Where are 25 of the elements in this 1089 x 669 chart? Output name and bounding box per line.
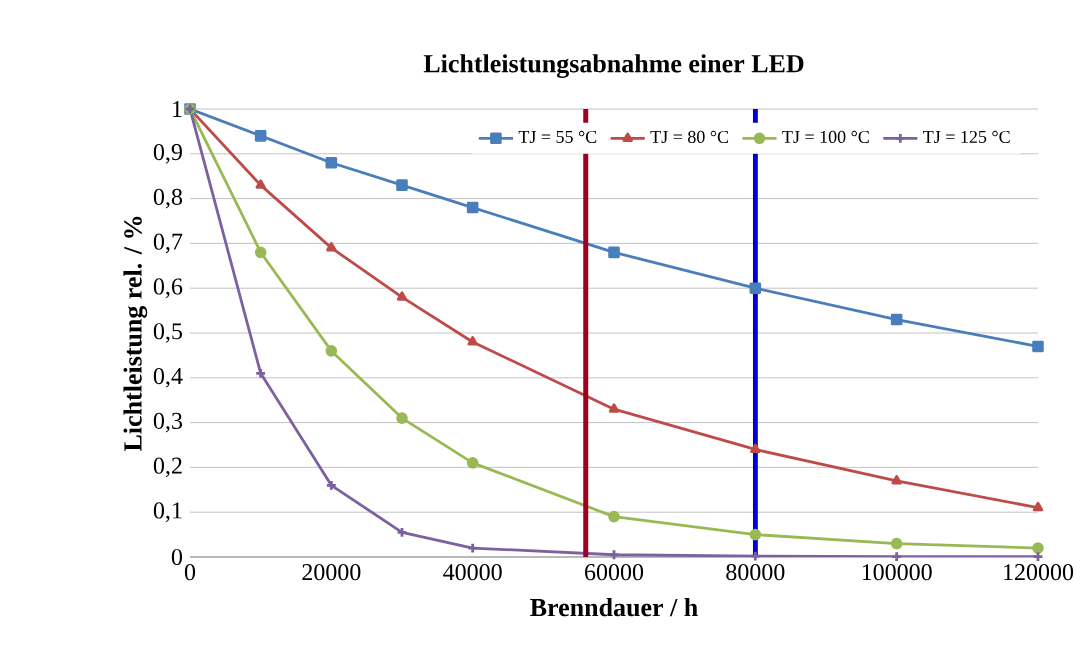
y-tick-label: 0 — [171, 548, 183, 566]
y-tick-label: 0,1 — [153, 502, 182, 523]
y-tick-label: 0,4 — [153, 367, 183, 388]
x-tick-label: 40000 — [443, 564, 502, 581]
y-tick-label: 0,8 — [153, 188, 183, 209]
y-tick-label: 1 — [173, 101, 182, 117]
x-axis-title: Brenndauer / h — [530, 597, 698, 617]
y-tick-label: 0,5 — [153, 323, 183, 343]
y-tick-label: 0,7 — [153, 233, 183, 254]
y-tick-label: 0,6 — [153, 278, 183, 299]
legend-label: TJ = 80 °C — [650, 130, 729, 143]
chart-title: Lichtleistungsabnahme einer LED — [423, 54, 804, 78]
x-tick-label: 20000 — [302, 564, 361, 581]
x-tick-label: 120000 — [1004, 564, 1074, 581]
x-tick-label: 0 — [184, 564, 196, 581]
y-tick-label: 0,3 — [153, 412, 183, 433]
y-tick-label: 0,9 — [153, 143, 182, 164]
x-tick-label: 60000 — [585, 564, 644, 581]
y-axis-title: Lichtleistung rel. / % — [123, 216, 148, 452]
x-tick-label: 100000 — [862, 564, 932, 581]
x-tick-label: 80000 — [726, 564, 785, 581]
legend-label: TJ = 100 °C — [782, 130, 869, 143]
legend-label: TJ = 55 °C — [518, 130, 597, 143]
legend-label: TJ = 125 °C — [923, 130, 1010, 143]
y-tick-label: 0,2 — [153, 457, 182, 478]
